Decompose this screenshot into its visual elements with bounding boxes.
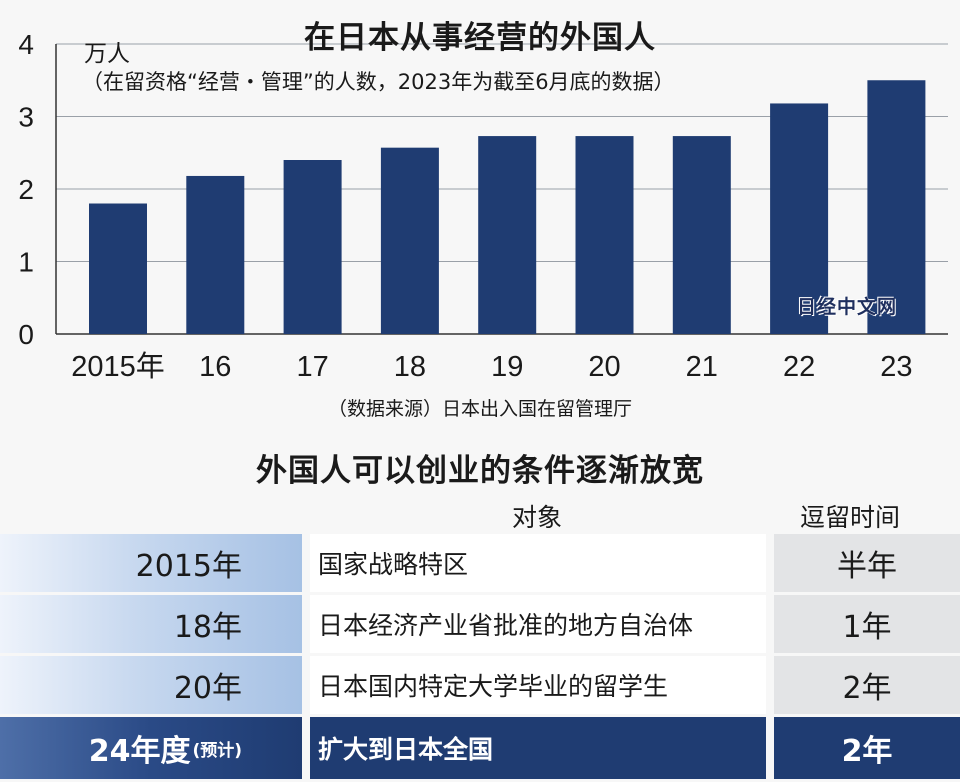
row-year-note: (预计) bbox=[192, 740, 242, 761]
bar-22 bbox=[770, 103, 829, 334]
bar-23 bbox=[867, 80, 926, 334]
row-stay: 1年 bbox=[774, 595, 960, 653]
bar-16 bbox=[186, 175, 245, 334]
row-stay: 2年 bbox=[774, 717, 960, 779]
x-tick-label: 17 bbox=[296, 351, 328, 383]
y-tick-label: 4 bbox=[18, 29, 34, 60]
row-year: 18年 bbox=[0, 595, 302, 653]
x-tick-label: 2015年 bbox=[71, 350, 165, 383]
y-tick-label: 3 bbox=[18, 102, 34, 133]
y-tick-label: 1 bbox=[18, 247, 34, 278]
row-year: 24年度 (预计) bbox=[0, 717, 302, 779]
bars bbox=[89, 80, 926, 334]
x-tick-label: 23 bbox=[880, 351, 912, 383]
x-tick-label: 22 bbox=[783, 351, 815, 383]
bar-21 bbox=[672, 136, 731, 334]
bar-18 bbox=[380, 147, 439, 334]
x-tick-label: 21 bbox=[686, 351, 718, 383]
row-subject: 日本经济产业省批准的地方自治体 bbox=[310, 595, 766, 653]
row-stay: 半年 bbox=[774, 534, 960, 592]
chart-title: 在日本从事经营的外国人 bbox=[304, 20, 656, 56]
row-subject: 国家战略特区 bbox=[310, 534, 766, 592]
column-header-subject: 对象 bbox=[512, 503, 563, 532]
row-subject: 扩大到日本全国 bbox=[310, 717, 766, 779]
row-year: 20年 bbox=[0, 656, 302, 714]
watermark-logo: 日经中文网 bbox=[797, 296, 898, 318]
y-tick-label: 2 bbox=[18, 174, 34, 205]
y-axis-unit: 万人 bbox=[84, 41, 130, 67]
bar-19 bbox=[478, 136, 537, 334]
table-row: 20年 日本国内特定大学毕业的留学生 2年 bbox=[0, 656, 960, 714]
table-row: 2015年 国家战略特区 半年 bbox=[0, 534, 960, 592]
table-row-highlight: 24年度 (预计) 扩大到日本全国 2年 bbox=[0, 717, 960, 779]
table-row: 18年 日本经济产业省批准的地方自治体 1年 bbox=[0, 595, 960, 653]
x-tick-labels: 2015年 16 17 18 19 20 21 22 23 bbox=[71, 350, 912, 383]
row-subject: 日本国内特定大学毕业的留学生 bbox=[310, 656, 766, 714]
y-tick-label: 0 bbox=[18, 319, 34, 350]
x-tick-label: 16 bbox=[199, 351, 231, 383]
bar-20 bbox=[575, 136, 634, 334]
row-year-text: 24年度 bbox=[88, 734, 191, 769]
y-tick-labels: 0 1 2 3 4 bbox=[18, 29, 34, 350]
x-tick-label: 20 bbox=[588, 351, 620, 383]
x-tick-label: 18 bbox=[394, 351, 426, 383]
column-header-stay: 逗留时间 bbox=[800, 503, 901, 532]
table-title: 外国人可以创业的条件逐渐放宽 bbox=[256, 453, 704, 489]
bar-17 bbox=[283, 160, 342, 334]
policy-table: 2015年 国家战略特区 半年 18年 日本经济产业省批准的地方自治体 1年 2… bbox=[0, 534, 960, 779]
bar-2015年 bbox=[89, 203, 147, 334]
x-tick-label: 19 bbox=[491, 351, 523, 383]
data-source: （数据来源）日本出入国在留管理厅 bbox=[327, 398, 632, 420]
chart-subtitle: （在留资格“经营・管理”的人数，2023年为截至6月底的数据） bbox=[82, 70, 675, 94]
row-year: 2015年 bbox=[0, 534, 302, 592]
row-stay: 2年 bbox=[774, 656, 960, 714]
